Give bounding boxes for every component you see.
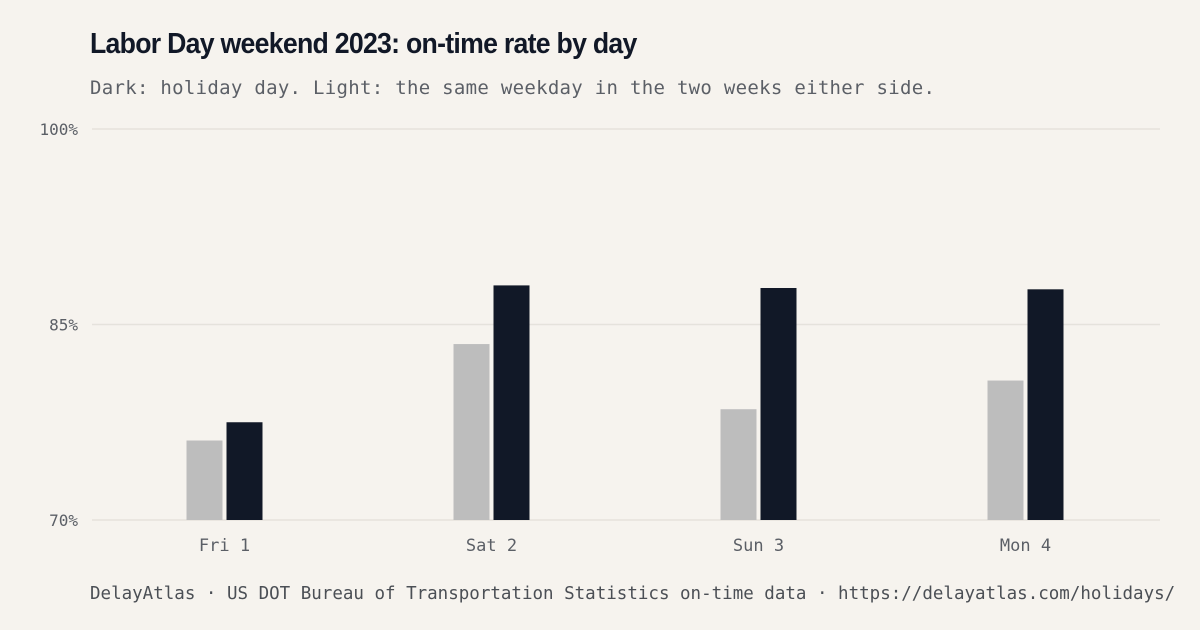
holiday-bar	[1027, 289, 1064, 520]
x-tick-label: Sat 2	[466, 536, 517, 556]
comparison-bar	[720, 409, 757, 520]
comparison-bar	[186, 440, 223, 520]
x-tick-label: Mon 4	[1000, 536, 1051, 556]
comparison-bar	[453, 344, 490, 520]
holiday-bar	[760, 288, 797, 520]
x-tick-label: Sun 3	[733, 536, 784, 556]
x-tick-label: Fri 1	[199, 536, 250, 556]
source-footer: DelayAtlas · US DOT Bureau of Transporta…	[90, 584, 1176, 604]
chart-title: Labor Day weekend 2023: on-time rate by …	[90, 28, 637, 60]
comparison-bar	[987, 380, 1024, 520]
y-tick-label: 70%	[49, 511, 78, 530]
holiday-bar	[493, 285, 530, 520]
y-tick-label: 100%	[39, 120, 78, 139]
holiday-bar	[226, 422, 263, 520]
y-tick-label: 85%	[49, 316, 78, 335]
chart-subtitle: Dark: holiday day. Light: the same weekd…	[90, 77, 936, 99]
